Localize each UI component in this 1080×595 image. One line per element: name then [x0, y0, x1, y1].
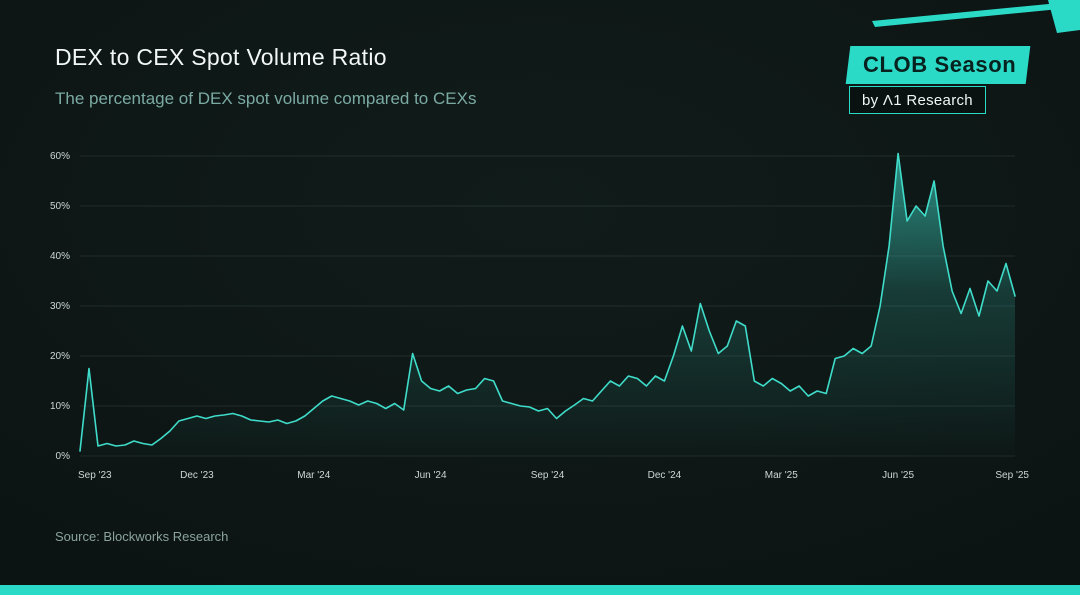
svg-text:Mar '25: Mar '25: [765, 470, 798, 481]
svg-text:60%: 60%: [50, 151, 70, 162]
svg-text:50%: 50%: [50, 201, 70, 212]
source-caption: Source: Blockworks Research: [55, 529, 229, 544]
svg-text:Jun '25: Jun '25: [882, 470, 914, 481]
svg-text:40%: 40%: [50, 251, 70, 262]
clob-badge-label: CLOB Season: [863, 52, 1017, 77]
svg-text:Sep '25: Sep '25: [995, 470, 1029, 481]
chart-canvas: 0% 10% 20% 30% 40% 50% 60% Sep '23 Dec '23 Mar '2…: [50, 151, 1029, 481]
byline-label: by Λ1 Research: [862, 91, 973, 109]
diagonal-strip-decoration: [872, 1, 1080, 27]
volume-ratio-chart: 0% 10% 20% 30% 40% 50% 60% Sep '23 Dec '23 Mar '2…: [0, 138, 1080, 490]
byline-badge: by Λ1 Research: [849, 86, 986, 114]
svg-text:Sep '24: Sep '24: [531, 470, 565, 481]
svg-text:Mar '24: Mar '24: [297, 470, 330, 481]
svg-text:20%: 20%: [50, 351, 70, 362]
page-subtitle: The percentage of DEX spot volume compar…: [55, 89, 477, 108]
svg-text:Jun '24: Jun '24: [415, 470, 447, 481]
clob-season-badge: CLOB Season: [845, 46, 1031, 84]
corner-block-decoration: [1048, 0, 1080, 33]
svg-text:Sep '23: Sep '23: [78, 470, 112, 481]
svg-text:0%: 0%: [56, 451, 71, 462]
svg-text:10%: 10%: [50, 401, 70, 412]
svg-text:Dec '24: Dec '24: [648, 470, 682, 481]
page-title: DEX to CEX Spot Volume Ratio: [55, 44, 387, 70]
svg-text:30%: 30%: [50, 301, 70, 312]
bottom-accent-bar: [0, 585, 1080, 595]
svg-text:Dec '23: Dec '23: [180, 470, 214, 481]
